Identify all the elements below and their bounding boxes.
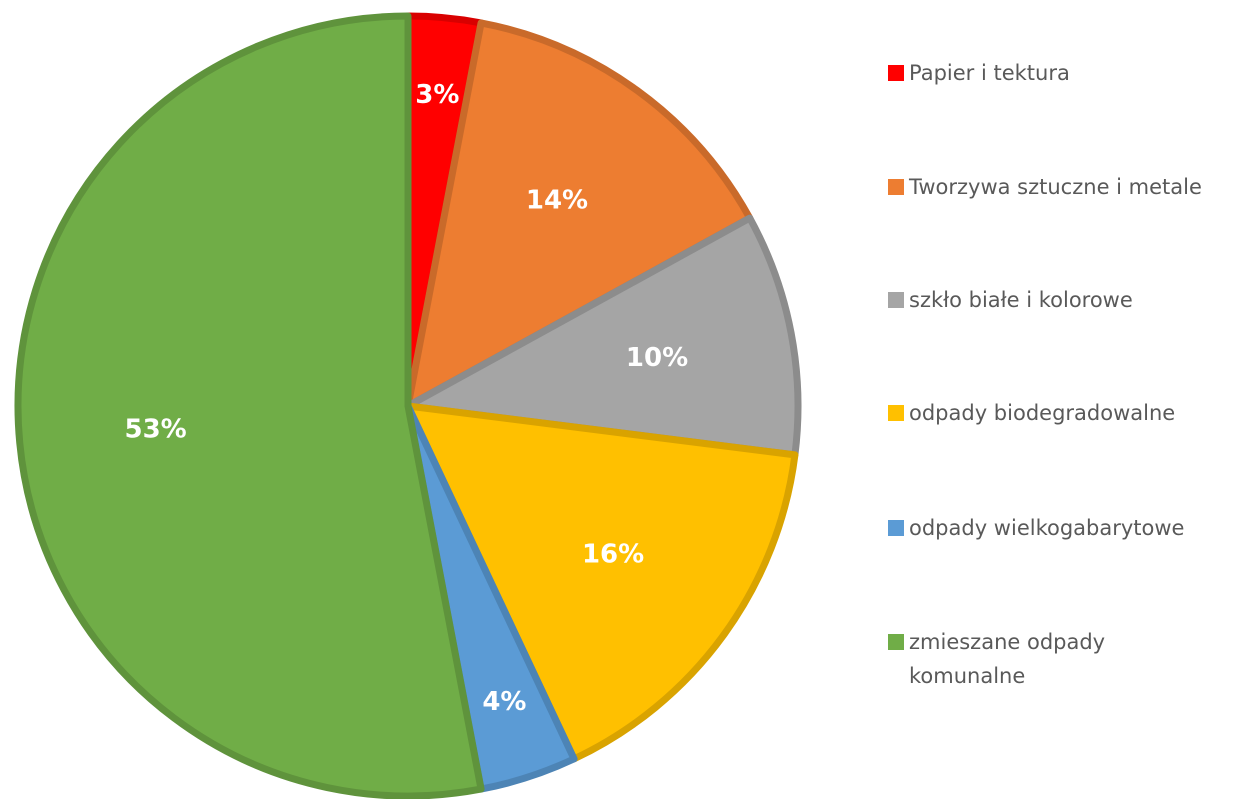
legend-swatch [888,65,904,81]
legend-label: szkło białe i kolorowe [909,288,1133,312]
pie-slice [404,19,754,410]
data-label: 53% [125,414,187,444]
chart: 3% 14% 10% 16% 4% 53% [14,12,802,799]
data-label: 16% [582,540,644,570]
data-label: 4% [482,687,526,717]
legend-swatch [888,520,904,536]
legend-item: szkło białe i kolorowe [888,283,1133,317]
legend-label: Papier i tektura [909,61,1070,85]
legend-label: odpady biodegradowalne [909,401,1176,425]
legend-item: odpady wielkogabarytowe [888,511,1184,545]
legend-label: odpady wielkogabarytowe [909,516,1185,540]
legend-swatch [888,405,904,421]
legend-label: Tworzywa sztuczne i metale [909,175,1202,199]
pie-slice [404,214,802,459]
legend-swatch [888,634,904,650]
pie-slice [404,402,799,763]
data-label: 3% [415,80,459,110]
legend-item: odpady biodegradowalne [888,396,1175,430]
legend-swatch [888,292,904,308]
data-label: 14% [526,185,588,215]
data-label: 10% [626,343,688,373]
legend-item: Tworzywa sztuczne i metale [888,170,1202,204]
legend-label: zmieszane odpady komunalne [909,630,1106,688]
legend-item: zmieszane odpady komunalne [888,625,1159,693]
legend-item: Papier i tektura [888,56,1070,90]
pie-slice [14,12,485,799]
legend-swatch [888,179,904,195]
